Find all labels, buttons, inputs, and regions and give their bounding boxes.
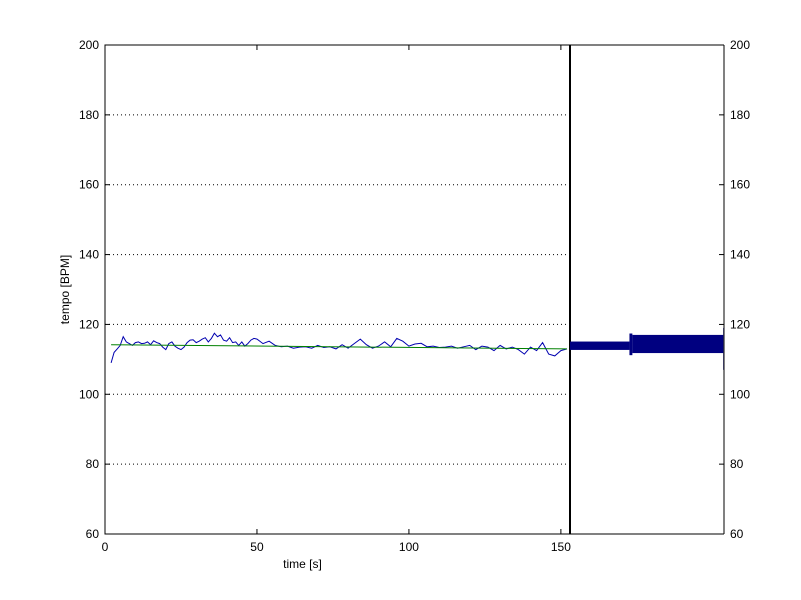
histogram-ticks: 60 80 100 120 140 160 180 200 — [570, 38, 750, 541]
y-tick-label: 180 — [79, 108, 99, 122]
histogram-bar — [632, 334, 724, 354]
y-tick-label: 140 — [79, 248, 99, 262]
x-tick-label: 150 — [551, 540, 571, 554]
y-axis-label: tempo [BPM] — [58, 255, 72, 324]
right-y-tick-label: 80 — [730, 457, 744, 471]
x-tick-label: 0 — [102, 540, 109, 554]
tempo-plot-frame — [104, 44, 571, 535]
right-y-tick-label: 180 — [730, 108, 750, 122]
tempo-trend-line — [111, 344, 568, 350]
x-tick-label: 100 — [399, 540, 419, 554]
y-tick-label: 60 — [86, 527, 100, 541]
y-tick-label: 200 — [79, 38, 99, 52]
y-tick-label: 120 — [79, 317, 99, 331]
right-y-tick-label: 120 — [730, 317, 750, 331]
tempo-plot-ticks: 60 80 100 120 140 160 180 200 0 50 100 150 — [79, 38, 571, 554]
tempo-series — [110, 45, 571, 534]
y-gridlines — [105, 114, 570, 465]
right-y-tick-label: 140 — [730, 248, 750, 262]
y-tick-label: 160 — [79, 178, 99, 192]
right-y-tick-label: 100 — [730, 387, 750, 401]
right-y-tick-label: 60 — [730, 527, 744, 541]
x-axis-label: time [s] — [283, 557, 322, 571]
histogram-bar — [570, 341, 630, 350]
histogram-bar — [629, 333, 633, 356]
tempo-histogram-axes: 60 80 100 120 140 160 180 200 — [570, 38, 750, 541]
x-tick-label: 50 — [250, 540, 264, 554]
right-y-tick-label: 160 — [730, 178, 750, 192]
tempo-plot-axes: 60 80 100 120 140 160 180 200 0 50 100 150 time [s]… — [58, 38, 571, 571]
y-tick-label: 80 — [86, 457, 100, 471]
y-tick-label: 100 — [79, 387, 99, 401]
right-y-tick-label: 200 — [730, 38, 750, 52]
